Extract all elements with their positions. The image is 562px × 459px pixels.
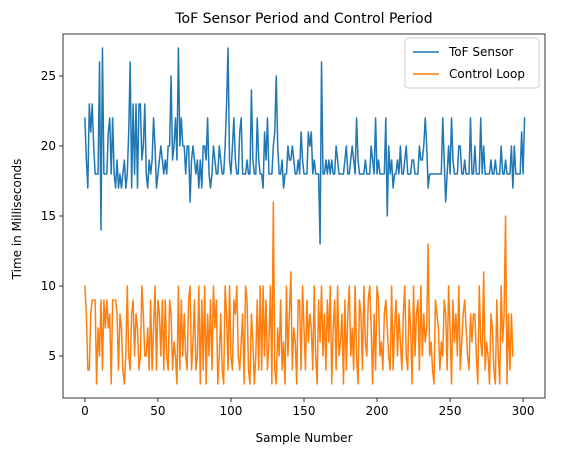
x-tick-label: 100 xyxy=(220,404,243,418)
series-line-control-loop xyxy=(84,201,514,385)
x-tick-label: 200 xyxy=(366,404,389,418)
y-axis-label: Time in Milliseconds xyxy=(10,159,24,281)
y-tick-label: 10 xyxy=(41,279,56,293)
x-tick-label: 0 xyxy=(81,404,89,418)
x-tick-label: 300 xyxy=(512,404,535,418)
x-tick-label: 250 xyxy=(439,404,462,418)
chart-title: ToF Sensor Period and Control Period xyxy=(174,11,432,27)
y-tick-label: 20 xyxy=(41,139,56,153)
plot-area xyxy=(84,47,526,385)
x-axis-label: Sample Number xyxy=(255,431,352,445)
x-tick-label: 150 xyxy=(293,404,316,418)
x-tick-label: 50 xyxy=(150,404,165,418)
y-tick-label: 15 xyxy=(41,209,56,223)
legend: ToF Sensor Control Loop xyxy=(404,37,540,89)
legend-label: Control Loop xyxy=(449,67,525,81)
y-tick-label: 25 xyxy=(41,69,56,83)
y-tick-label: 5 xyxy=(48,349,56,363)
legend-label: ToF Sensor xyxy=(448,45,514,59)
series-line-tof-sensor xyxy=(84,47,526,245)
legend-box xyxy=(404,37,540,89)
axes: 0 50 100 150 200 250 300 5 10 15 20 25 xyxy=(41,33,546,418)
